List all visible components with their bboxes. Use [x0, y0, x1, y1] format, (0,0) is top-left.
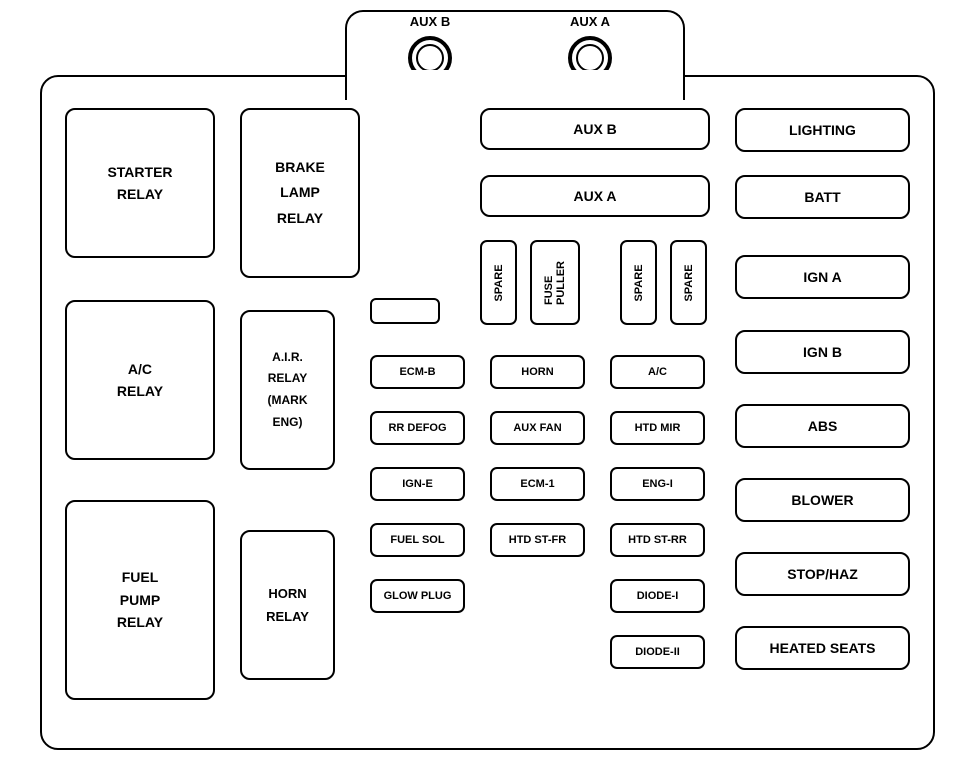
ign-b: IGN B [735, 330, 910, 374]
fuse-diode-i: DIODE-I [610, 579, 705, 613]
ign-a: IGN A [735, 255, 910, 299]
aux-a-hole-label: AUX A [565, 14, 615, 29]
stop-haz: STOP/HAZ [735, 552, 910, 596]
fuse-ign-e: IGN-E [370, 467, 465, 501]
fuse-box-diagram: AUX B AUX A STARTER RELAY A/C RELAY FUEL P… [0, 0, 975, 772]
empty-slot [370, 298, 440, 324]
heated-seats: HEATED SEATS [735, 626, 910, 670]
batt: BATT [735, 175, 910, 219]
fuel-pump-relay: FUEL PUMP RELAY [65, 500, 215, 700]
spare-1: SPARE [480, 240, 517, 325]
spare-2: SPARE [620, 240, 657, 325]
aux-a-fuse: AUX A [480, 175, 710, 217]
fuse-eng-i: ENG-I [610, 467, 705, 501]
fuse-htd-mir: HTD MIR [610, 411, 705, 445]
aux-b-fuse: AUX B [480, 108, 710, 150]
abs: ABS [735, 404, 910, 448]
lighting: LIGHTING [735, 108, 910, 152]
tab-mask [347, 70, 683, 90]
ac-relay: A/C RELAY [65, 300, 215, 460]
horn-relay: HORN RELAY [240, 530, 335, 680]
aux-b-hole-label: AUX B [405, 14, 455, 29]
brake-lamp-relay: BRAKE LAMP RELAY [240, 108, 360, 278]
fuse-puller: FUSEPULLER [530, 240, 580, 325]
starter-relay: STARTER RELAY [65, 108, 215, 258]
fuse-rr-defog: RR DEFOG [370, 411, 465, 445]
fuse-horn: HORN [490, 355, 585, 389]
fuse-a-c: A/C [610, 355, 705, 389]
fuse-ecm-1: ECM-1 [490, 467, 585, 501]
fuse-htd-st-fr: HTD ST-FR [490, 523, 585, 557]
fuse-diode-ii: DIODE-II [610, 635, 705, 669]
fuse-ecm-b: ECM-B [370, 355, 465, 389]
fuse-fuel-sol: FUEL SOL [370, 523, 465, 557]
fuse-htd-st-rr: HTD ST-RR [610, 523, 705, 557]
fuse-glow-plug: GLOW PLUG [370, 579, 465, 613]
spare-3: SPARE [670, 240, 707, 325]
blower: BLOWER [735, 478, 910, 522]
air-relay: A.I.R. RELAY (MARK ENG) [240, 310, 335, 470]
fuse-aux-fan: AUX FAN [490, 411, 585, 445]
